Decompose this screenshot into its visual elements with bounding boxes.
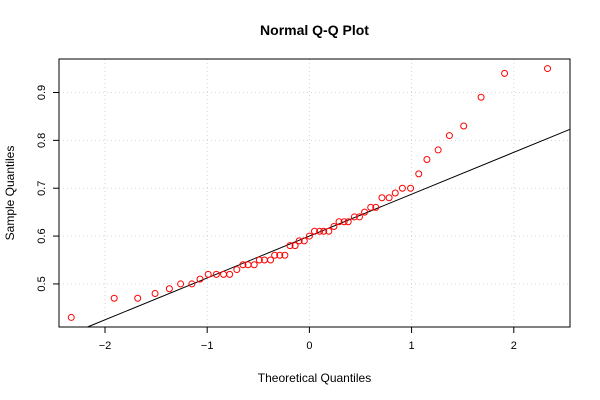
data-point [110, 294, 118, 302]
data-point [501, 69, 509, 77]
x-tick-label: 0 [306, 340, 312, 352]
data-point [271, 251, 279, 259]
data-point [407, 184, 415, 192]
data-point [212, 270, 220, 278]
data-point [188, 280, 196, 288]
y-axis: 0.5 0.6 0.7 0.8 0.9 [36, 85, 59, 292]
data-point [434, 146, 442, 154]
data-point [255, 256, 263, 264]
x-axis-label: Theoretical Quantiles [258, 371, 371, 385]
data-point [544, 65, 552, 73]
data-point [267, 256, 275, 264]
data-point [361, 208, 369, 216]
data-point [415, 170, 423, 178]
data-point [151, 290, 159, 297]
x-tick-label: 2 [511, 340, 517, 352]
data-point [134, 294, 142, 302]
data-point [311, 227, 318, 235]
data-point [477, 93, 485, 101]
data-point [177, 280, 185, 288]
data-point [320, 227, 328, 235]
data-point [330, 223, 338, 230]
y-axis-label: Sample Quantiles [3, 146, 17, 241]
data-point [344, 218, 352, 226]
data-point [286, 242, 294, 250]
data-point [291, 242, 299, 250]
data-point [226, 270, 234, 278]
data-point [204, 270, 212, 278]
data-point [372, 203, 380, 211]
data-point [378, 194, 386, 202]
data-point [423, 156, 431, 163]
data-point [281, 251, 289, 259]
x-tick-label: −2 [99, 340, 112, 352]
data-point [385, 194, 393, 202]
data-point [316, 227, 324, 235]
data-point [391, 189, 399, 197]
x-axis: −2 −1 0 1 2 [99, 327, 517, 352]
data-point [445, 132, 453, 140]
data-point [165, 285, 173, 293]
chart-title: Normal Q-Q Plot [260, 22, 369, 38]
y-tick-label: 0.7 [36, 181, 48, 196]
data-point [367, 203, 375, 211]
x-tick-label: −1 [201, 340, 214, 352]
y-tick-label: 0.9 [36, 85, 48, 100]
data-point [325, 227, 333, 235]
plot-area-border [58, 58, 571, 328]
data-point [335, 218, 343, 226]
data-point [196, 275, 204, 283]
data-point [295, 237, 303, 245]
x-tick-label: 1 [409, 340, 415, 352]
data-point [276, 251, 284, 259]
points [67, 65, 552, 321]
data-point [355, 213, 363, 221]
data-point [460, 122, 468, 130]
y-tick-label: 0.8 [36, 133, 48, 148]
data-point [250, 261, 258, 269]
data-point [67, 313, 75, 321]
data-point [220, 270, 228, 278]
data-point [398, 184, 406, 192]
grid [59, 59, 570, 327]
data-point [233, 266, 241, 274]
data-point [305, 232, 313, 240]
y-tick-label: 0.5 [36, 276, 48, 291]
data-point [350, 213, 358, 221]
data-point [300, 237, 308, 245]
y-tick-label: 0.6 [36, 228, 48, 243]
data-point [239, 261, 247, 269]
data-point [340, 218, 348, 226]
